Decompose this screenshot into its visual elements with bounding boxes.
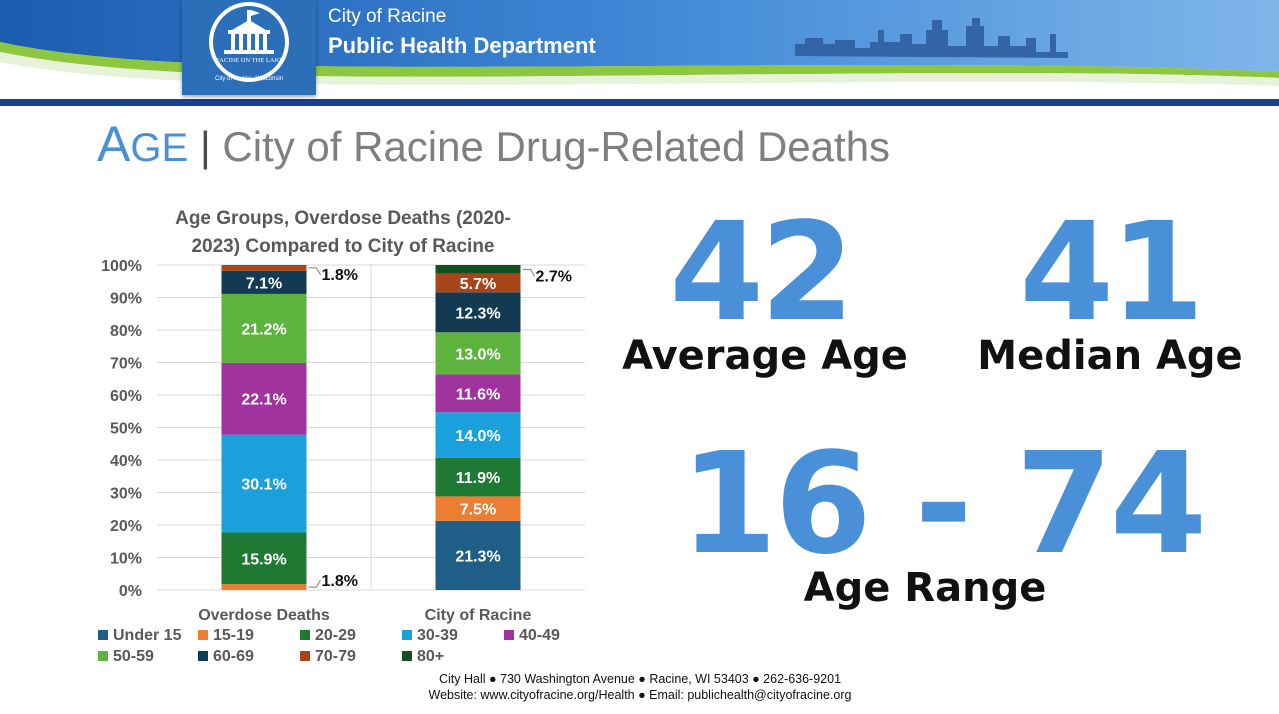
median-age-value: 41 bbox=[1019, 194, 1204, 352]
bar-segment bbox=[221, 532, 307, 585]
y-tick-label: 70% bbox=[110, 356, 142, 373]
org-name: City of Racine bbox=[328, 6, 447, 27]
legend-label: Under 15 bbox=[113, 627, 182, 644]
legend-label: 20-29 bbox=[315, 627, 356, 644]
age-groups-chart: Age Groups, Overdose Deaths (2020- 2023)… bbox=[98, 208, 585, 665]
legend-swatch bbox=[198, 630, 208, 640]
legend-swatch bbox=[300, 630, 310, 640]
page-title: AGE | City of Racine Drug-Related Deaths bbox=[97, 115, 890, 173]
legend-swatch bbox=[402, 651, 412, 661]
data-label: 14.0% bbox=[455, 428, 500, 445]
legend-swatch bbox=[98, 651, 108, 661]
data-label: 12.3% bbox=[455, 305, 500, 322]
average-age-label: Average Age bbox=[622, 333, 908, 379]
leader-line bbox=[522, 268, 535, 277]
y-tick-label: 80% bbox=[110, 323, 142, 340]
data-label: 7.1% bbox=[246, 275, 282, 292]
y-tick-label: 60% bbox=[110, 388, 142, 405]
data-label: 30.1% bbox=[241, 477, 286, 494]
logo-text-bottom: City of Racine, Wisconsin bbox=[215, 76, 283, 82]
legend-label: 50-59 bbox=[113, 648, 154, 665]
bar-segment bbox=[435, 273, 521, 293]
legend-swatch bbox=[198, 651, 208, 661]
leader-line bbox=[308, 267, 321, 276]
data-label: 15.9% bbox=[241, 551, 286, 568]
leader-line bbox=[308, 579, 321, 588]
data-label: 2.7% bbox=[536, 268, 572, 285]
skyline-silhouette bbox=[795, 18, 1068, 58]
legend-swatch bbox=[402, 630, 412, 640]
bar-segment bbox=[435, 332, 521, 375]
legend-label: 15-19 bbox=[213, 627, 254, 644]
legend-label: 70-79 bbox=[315, 648, 356, 665]
data-label: 7.5% bbox=[460, 502, 496, 519]
bar-segment bbox=[435, 412, 521, 458]
bar-segment bbox=[435, 496, 521, 521]
department-name: Public Health Department bbox=[328, 33, 596, 58]
y-tick-label: 0% bbox=[119, 583, 142, 600]
header-banner bbox=[0, 0, 1279, 108]
data-label: 11.9% bbox=[456, 470, 500, 487]
legend-label: 40-49 bbox=[519, 627, 560, 644]
footer-contact: Website: www.cityofracine.org/Health ● E… bbox=[428, 688, 852, 702]
data-label: 21.3% bbox=[455, 548, 500, 565]
title-rest: GE bbox=[130, 126, 189, 170]
bar-segment bbox=[435, 292, 521, 333]
x-category-label: City of Racine bbox=[425, 607, 532, 624]
bar-segment bbox=[221, 293, 307, 363]
age-range-label: Age Range bbox=[803, 565, 1047, 611]
data-label: 1.8% bbox=[322, 267, 358, 284]
title-separator: | bbox=[199, 123, 211, 170]
legend-swatch bbox=[98, 630, 108, 640]
bar-segment bbox=[435, 374, 521, 413]
y-tick-label: 50% bbox=[110, 421, 142, 438]
title-initial: A bbox=[97, 116, 131, 172]
logo: RACINE ON THE LAKE City of Racine, Wisco… bbox=[182, 0, 316, 95]
chart-title-line2: 2023) Compared to City of Racine bbox=[191, 236, 494, 257]
y-tick-label: 40% bbox=[110, 453, 142, 470]
bar-segment bbox=[221, 584, 307, 590]
bar-segment bbox=[221, 265, 307, 271]
data-label: 1.8% bbox=[322, 573, 358, 590]
logo-text-top: RACINE ON THE LAKE bbox=[215, 57, 283, 64]
median-age-label: Median Age bbox=[977, 333, 1243, 379]
legend-label: 60-69 bbox=[213, 648, 254, 665]
data-label: 21.2% bbox=[241, 321, 286, 338]
age-range-value: 16 - 74 bbox=[680, 423, 1207, 586]
y-tick-label: 90% bbox=[110, 291, 142, 308]
average-age-value: 42 bbox=[669, 194, 854, 352]
data-label: 5.7% bbox=[460, 276, 496, 293]
legend-label: 30-39 bbox=[417, 627, 458, 644]
y-tick-label: 30% bbox=[110, 486, 142, 503]
legend-swatch bbox=[504, 630, 514, 640]
bar-segment bbox=[221, 362, 307, 435]
title-subtitle: City of Racine Drug-Related Deaths bbox=[222, 123, 891, 170]
y-tick-label: 100% bbox=[101, 258, 142, 275]
chart-title-line1: Age Groups, Overdose Deaths (2020- bbox=[175, 208, 511, 229]
x-category-label: Overdose Deaths bbox=[198, 607, 330, 624]
footer-address: City Hall ● 730 Washington Avenue ● Raci… bbox=[438, 672, 842, 686]
bar-segment bbox=[435, 265, 521, 274]
bar-segment bbox=[435, 457, 521, 497]
data-label: 13.0% bbox=[455, 346, 500, 363]
footer: City Hall ● 730 Washington Avenue ● Raci… bbox=[390, 671, 890, 703]
y-tick-label: 10% bbox=[110, 551, 142, 568]
bar-segment bbox=[435, 520, 521, 590]
data-label: 22.1% bbox=[241, 392, 286, 409]
legend-swatch bbox=[300, 651, 310, 661]
data-label: 11.6% bbox=[456, 386, 500, 403]
y-tick-label: 20% bbox=[110, 518, 142, 535]
bar-segment bbox=[221, 270, 307, 294]
bar-segment bbox=[221, 434, 307, 533]
legend-label: 80+ bbox=[417, 648, 444, 665]
